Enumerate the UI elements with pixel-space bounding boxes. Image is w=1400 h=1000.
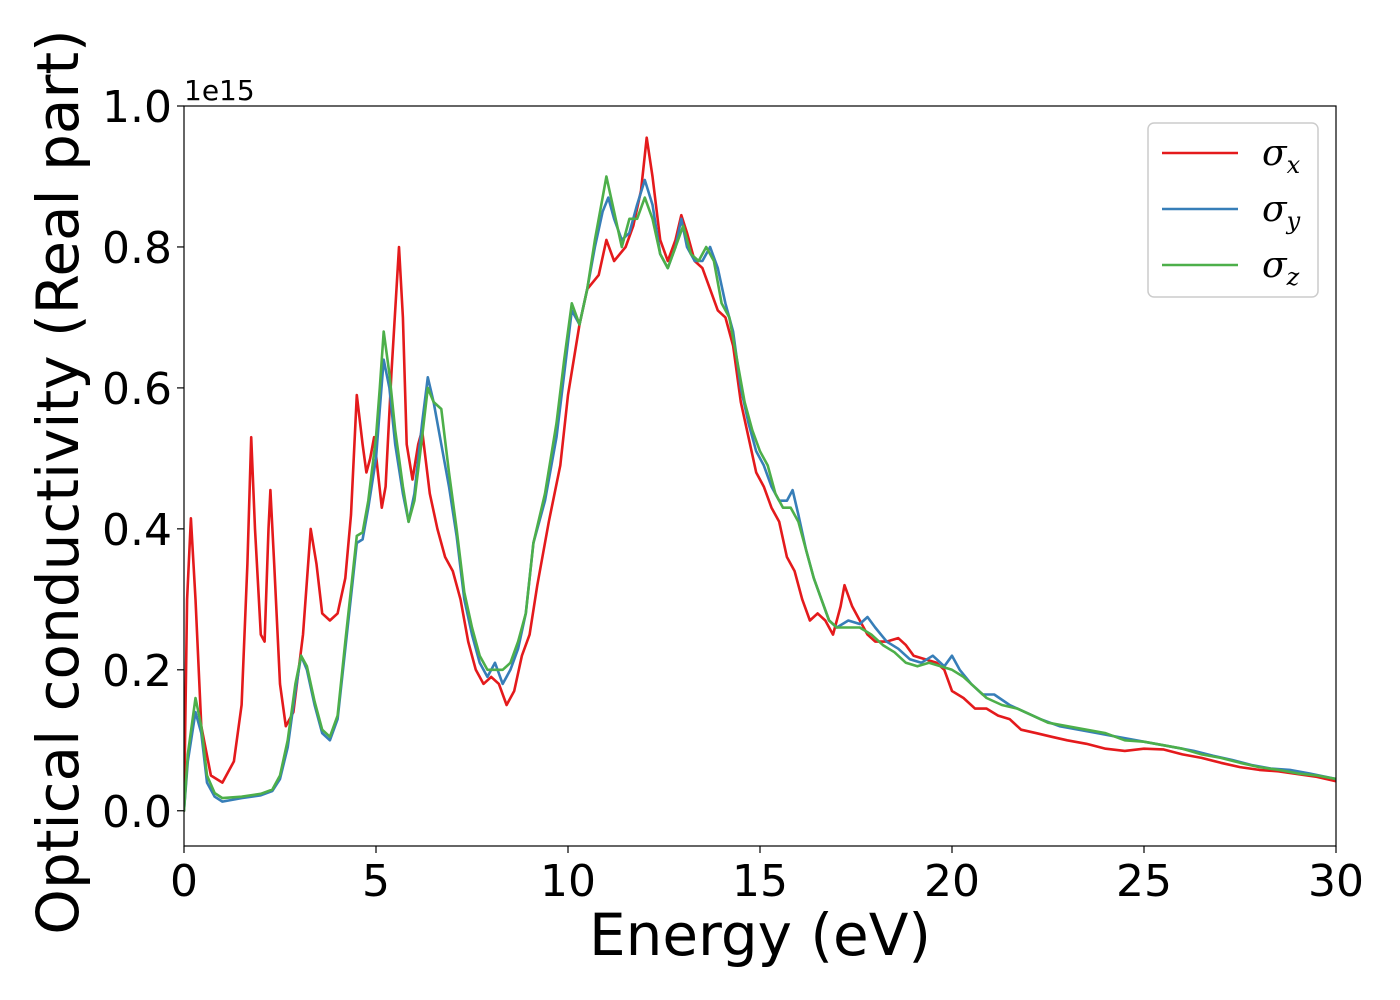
x-tick-label: 20: [924, 856, 980, 907]
y-tick-label: 0.2: [102, 646, 172, 697]
y-tick-label: 1.0: [102, 82, 172, 133]
x-tick-label: 15: [732, 856, 788, 907]
y-tick-label: 0.4: [102, 505, 172, 556]
y-tick-label: 0.0: [102, 787, 172, 838]
legend-label-x: σx: [1262, 133, 1301, 179]
series-line-z: [184, 175, 1336, 813]
y-offset-label: 1e15: [184, 74, 255, 107]
plot-area: [184, 136, 1336, 813]
x-tick-label: 0: [170, 856, 198, 907]
x-tick-label: 10: [540, 856, 596, 907]
x-axis-title: Energy (eV): [589, 901, 931, 969]
y-tick-label: 0.8: [102, 223, 172, 274]
legend-label-z: σz: [1262, 245, 1300, 291]
series-line-x: [184, 136, 1336, 813]
x-tick-label: 25: [1116, 856, 1172, 907]
x-tick-label: 5: [362, 856, 390, 907]
y-tick-label: 0.6: [102, 364, 172, 415]
axes: 0 5 10 15 20 25 30 0.0 0.2 0.4 0.6 0.8 1.0: [102, 82, 1364, 907]
y-axis-title: Optical conductivity (Real part): [24, 29, 92, 934]
legend-label-y: σy: [1262, 189, 1301, 235]
x-tick-label: 30: [1308, 856, 1364, 907]
legend: σx σy σz: [1147, 122, 1319, 298]
